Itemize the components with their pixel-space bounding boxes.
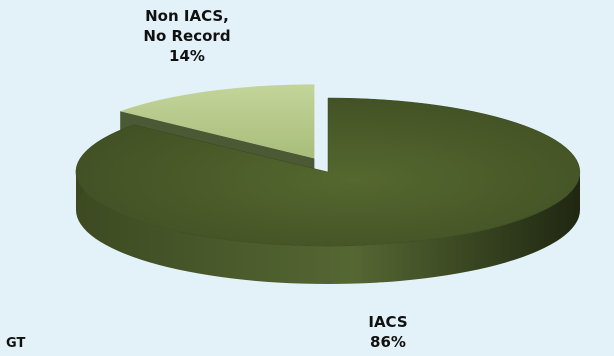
corner-text: GT (6, 336, 26, 351)
slice-percent-iacs: 86% (370, 333, 406, 351)
slice-label-non-iacs: Non IACS, No Record 14% (112, 6, 262, 66)
slice-iacs (75, 97, 581, 247)
slice-label-non-iacs-line2: No Record (143, 27, 231, 45)
slice-label-non-iacs-line1: Non IACS, (145, 7, 229, 25)
slice-non-iacs (120, 84, 315, 159)
slice-side-iacs (76, 172, 580, 284)
slice-label-iacs-line1: IACS (368, 313, 408, 331)
slice-label-iacs: IACS 86% (348, 312, 428, 352)
slice-percent-non-iacs: 14% (169, 47, 205, 65)
